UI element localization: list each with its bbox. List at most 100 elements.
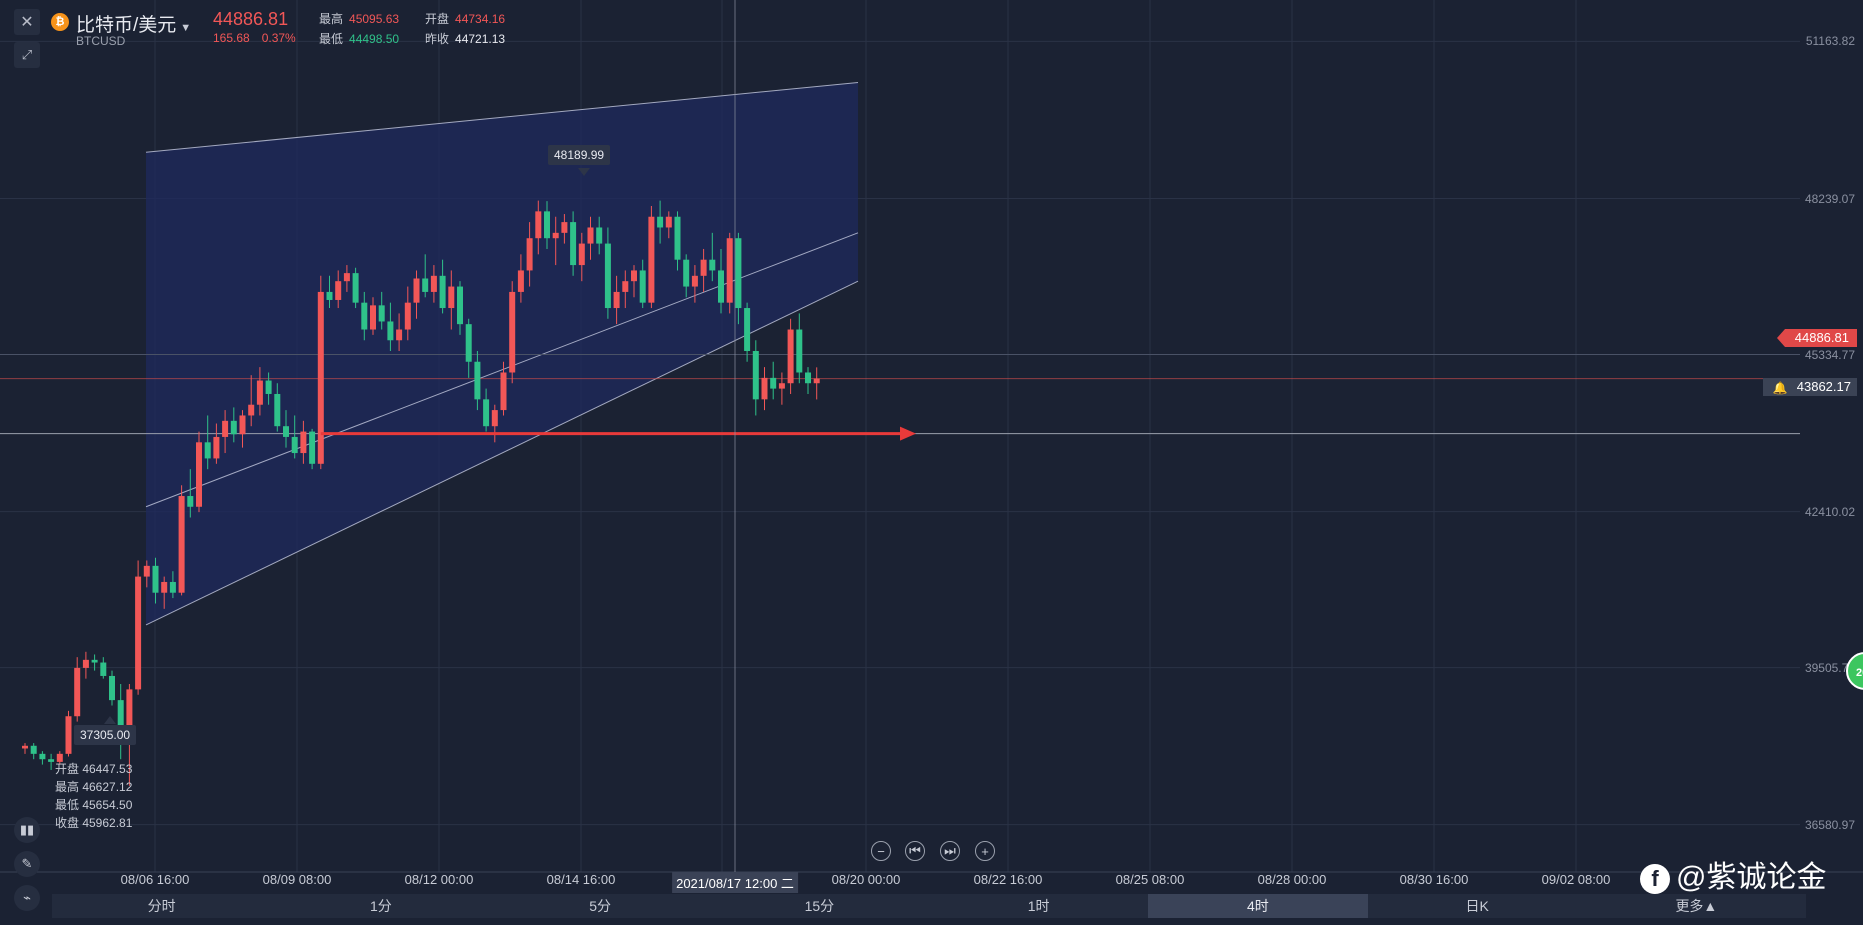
candle-body xyxy=(474,361,481,400)
candle-body xyxy=(335,281,342,300)
candle-body xyxy=(648,216,655,303)
x-tick-label: 08/22 16:00 xyxy=(973,872,1043,887)
candle-body xyxy=(561,222,568,233)
candle-body xyxy=(283,426,289,437)
close-icon[interactable]: ✕ xyxy=(14,9,40,35)
candle-body xyxy=(657,216,664,228)
candle-body xyxy=(457,286,463,325)
candle-body xyxy=(91,659,98,663)
timeframe-tab[interactable]: 4时 xyxy=(1148,894,1368,918)
bell-icon[interactable]: 🔔 xyxy=(1772,381,1788,395)
candle-body xyxy=(500,372,507,411)
candle-body xyxy=(761,377,768,400)
ohlc-low: 最低 45654.50 xyxy=(55,798,133,812)
support-arrow xyxy=(320,426,916,441)
draw-icon[interactable]: ⤢ xyxy=(14,42,40,68)
arrow-head xyxy=(900,426,916,441)
candle-body xyxy=(805,372,811,384)
candle-body xyxy=(274,393,281,427)
trend-icon[interactable]: ⌁ xyxy=(14,885,40,911)
change-percent: 0.37% xyxy=(261,31,296,45)
change-value: 165.68 xyxy=(213,31,250,45)
candle-body xyxy=(387,321,394,341)
stat-low: 最低 44498.50 xyxy=(319,32,400,46)
ohlc-readout: 开盘 46447.53 最高 46627.12 最低 45654.50 收盘 4… xyxy=(55,760,132,832)
y-tick-label: 51163.82 xyxy=(1805,34,1855,49)
ohlc-close: 收盘 45962.81 xyxy=(55,816,133,830)
candle-body xyxy=(265,380,272,394)
timeframe-tab[interactable]: 1时 xyxy=(1027,898,1050,914)
candle-body xyxy=(787,329,794,384)
last-price-tag: 44886.81 xyxy=(1776,329,1857,347)
timeframe-tab[interactable]: 日K xyxy=(1465,898,1489,914)
low-callout: 37305.00 xyxy=(74,725,137,745)
candle-body xyxy=(326,291,333,300)
timeframe-tab[interactable]: 1分 xyxy=(369,898,392,914)
x-tick-label: 08/28 00:00 xyxy=(1257,872,1327,887)
candle-body xyxy=(709,259,716,271)
candle-body xyxy=(230,420,237,435)
crosshair xyxy=(104,0,736,872)
candle-body xyxy=(778,383,785,389)
y-tick-label: 45334.77 xyxy=(1804,347,1855,362)
candle-body xyxy=(639,270,646,303)
candle-body xyxy=(631,270,637,282)
high-callout: 48189.99 xyxy=(548,145,611,165)
candle-body xyxy=(152,565,159,593)
candle-body xyxy=(509,291,516,373)
timeframe-tab[interactable]: 更多▲ xyxy=(1675,898,1718,914)
stat-open: 开盘 44734.16 xyxy=(425,12,506,26)
x-tick-label: 08/20 00:00 xyxy=(831,872,901,887)
high-callout-pointer xyxy=(578,168,590,176)
candle-body xyxy=(483,399,490,427)
zoom-in-button[interactable]: + xyxy=(975,841,995,861)
x-tick-label: 08/25 08:00 xyxy=(1115,872,1185,887)
candle-body xyxy=(361,302,368,330)
candle-body xyxy=(613,291,620,309)
candle-body xyxy=(674,216,681,260)
candle-body xyxy=(596,227,603,244)
scroll-end-button[interactable]: ⏭ xyxy=(940,841,960,861)
candle-body xyxy=(352,273,359,303)
x-tick-label: 08/12 00:00 xyxy=(404,872,474,887)
candle-body xyxy=(300,431,307,454)
symbol-code: BTCUSD xyxy=(76,34,126,48)
y-tick-label: 42410.02 xyxy=(1804,504,1855,519)
price-change: 165.68 0.37% xyxy=(213,31,308,45)
candle-body xyxy=(187,496,194,507)
scroll-start-button[interactable]: ⏮ xyxy=(905,841,925,861)
x-tick-label: 2021/08/17 12:00 二 xyxy=(672,872,798,893)
ohlc-high: 最高 46627.12 xyxy=(55,780,133,794)
candle-body xyxy=(56,753,63,762)
candle-body xyxy=(117,700,124,744)
candle-body xyxy=(726,238,733,303)
x-tick-label: 08/09 08:00 xyxy=(262,872,332,887)
candle-body xyxy=(744,308,751,352)
candle-body xyxy=(109,675,115,701)
stat-prev-close: 昨收 44721.13 xyxy=(425,32,506,46)
stat-high: 最高 45095.63 xyxy=(319,12,400,26)
alert-line-tag[interactable]: 🔔 43862.17 xyxy=(1762,378,1857,396)
zoom-out-button[interactable]: − xyxy=(871,841,891,861)
candle-body xyxy=(813,378,820,384)
candle-body xyxy=(343,273,350,282)
candle-body xyxy=(248,404,255,416)
candle-body xyxy=(404,302,411,330)
timeframe-tab[interactable]: 5分 xyxy=(589,898,612,914)
x-tick-label: 08/30 16:00 xyxy=(1399,872,1469,887)
timeframe-tab[interactable]: 15分 xyxy=(804,898,835,914)
candle-body xyxy=(256,380,263,405)
candle-body xyxy=(317,291,324,464)
candle-body xyxy=(39,753,46,760)
candle-body xyxy=(587,227,594,244)
candle-body xyxy=(544,211,550,239)
timeframe-tab[interactable]: 分时 xyxy=(147,898,176,914)
pen-icon[interactable]: ✎ xyxy=(14,851,40,877)
chevron-down-icon[interactable]: ▼ xyxy=(180,22,192,34)
last-price: 44886.81 xyxy=(213,9,289,29)
indicator-icon[interactable]: ▮▮ xyxy=(14,817,40,843)
symbol-title[interactable]: 比特币/美元 ▼ xyxy=(76,15,192,36)
regression-channel xyxy=(145,81,859,626)
candle-body xyxy=(422,278,429,292)
